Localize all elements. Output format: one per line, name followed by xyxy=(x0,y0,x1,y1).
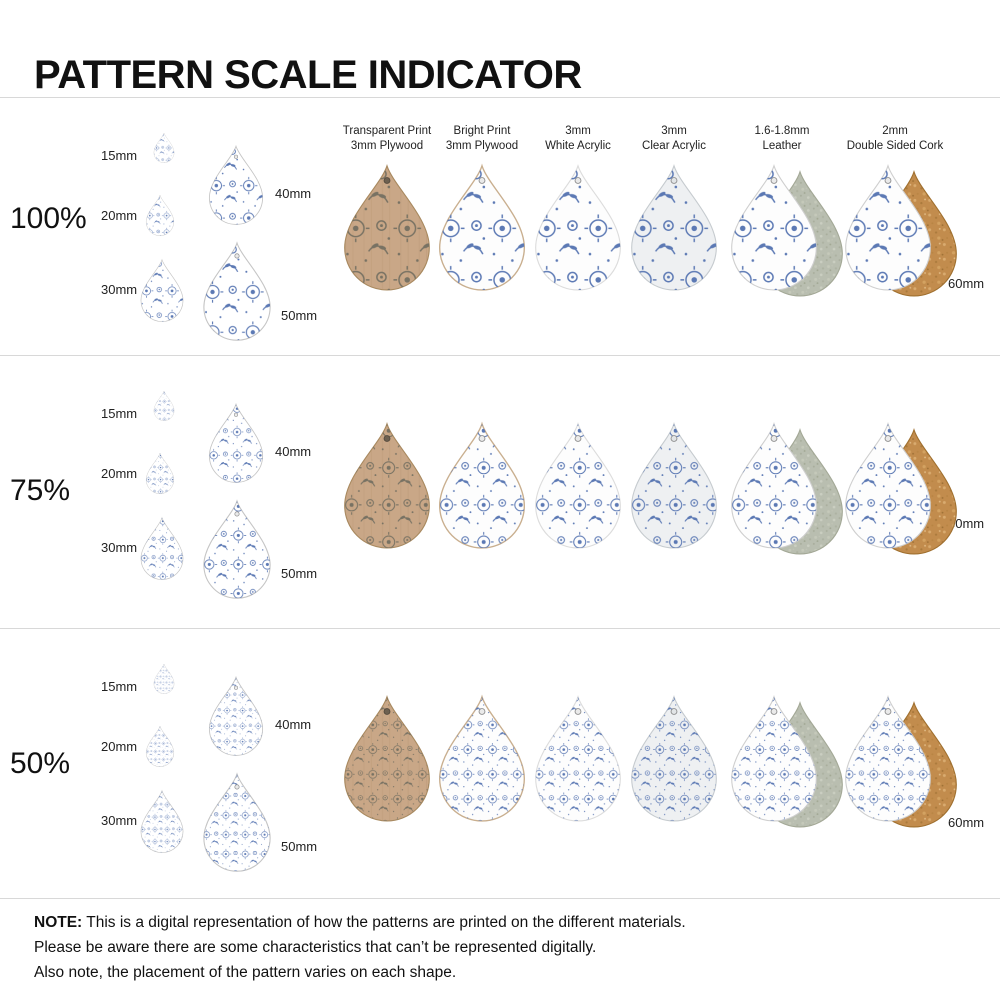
material-label-transparent-plywood: Transparent Print 3mm Plywood xyxy=(322,124,452,154)
teardrop-clear-acrylic xyxy=(631,165,717,291)
material-label-line2: 3mm Plywood xyxy=(350,140,424,152)
note-line-2: Please be aware there are some character… xyxy=(34,939,597,956)
size-label-50mm: 50mm xyxy=(281,308,318,323)
scale-label-75: 75% xyxy=(10,474,71,507)
size-label-30mm: 30mm xyxy=(101,282,138,297)
size-label-15mm: 15mm xyxy=(101,148,138,163)
teardrop-20mm xyxy=(145,452,175,494)
size-label-60mm: 60mm xyxy=(948,276,985,291)
size-reference-cluster: 15mm 20mm 30mm 40mm 50mm xyxy=(95,120,335,350)
material-label-line2: Leather xyxy=(762,140,802,152)
scale-label-100: 100% xyxy=(10,202,87,235)
material-label-line1: 3mm xyxy=(565,125,591,137)
material-label-bright-plywood: Bright Print 3mm Plywood xyxy=(417,124,547,154)
teardrop-50mm xyxy=(203,500,271,599)
size-label-15mm: 15mm xyxy=(101,406,138,421)
scale-row-50: 50% 15mm 20mm 30mm 40mm 50mm xyxy=(0,628,1000,898)
teardrop-30mm xyxy=(140,790,184,853)
material-label-line2: White Acrylic xyxy=(545,140,611,152)
teardrop-white-acrylic xyxy=(535,165,621,291)
material-label-white-acrylic: 3mm White Acrylic xyxy=(513,124,643,154)
teardrop-leather-front xyxy=(731,165,817,291)
teardrop-transparent-print-plywood xyxy=(344,696,430,822)
material-samples xyxy=(330,629,1000,898)
size-label-40mm: 40mm xyxy=(275,444,312,459)
note-text: NOTE: This is a digital representation o… xyxy=(34,911,1000,984)
size-label-40mm: 40mm xyxy=(275,717,312,732)
teardrop-40mm xyxy=(208,403,264,483)
size-reference-cluster: 15mm 20mm 30mm 40mm 50mm xyxy=(95,651,335,881)
teardrop-leather-front xyxy=(731,423,817,549)
size-label-30mm: 30mm xyxy=(101,813,138,828)
material-label-line2: Clear Acrylic xyxy=(642,140,706,152)
material-label-line2: 3mm Plywood xyxy=(445,140,519,152)
teardrop-cork-front xyxy=(845,696,931,822)
material-label-line1: 2mm xyxy=(882,125,908,137)
teardrop-cork-front xyxy=(845,423,931,549)
size-reference-cluster: 15mm 20mm 30mm 40mm 50mm xyxy=(95,378,335,608)
material-label-line1: Bright Print xyxy=(453,125,511,137)
material-label-leather: 1.6-1.8mm Leather xyxy=(717,124,847,154)
size-label-30mm: 30mm xyxy=(101,540,138,555)
teardrop-40mm xyxy=(208,145,264,225)
teardrop-clear-acrylic xyxy=(631,423,717,549)
scale-row-100: 100% 15mm 20mm 30mm 40mm 50mm xyxy=(0,97,1000,355)
teardrop-clear-acrylic xyxy=(631,696,717,822)
note-label: NOTE: xyxy=(34,914,83,931)
teardrop-leather-front xyxy=(731,696,817,822)
size-label-50mm: 50mm xyxy=(281,566,318,581)
teardrop-50mm xyxy=(203,242,271,341)
teardrop-20mm xyxy=(145,194,175,236)
teardrop-15mm xyxy=(153,132,175,163)
material-label-clear-acrylic: 3mm Clear Acrylic xyxy=(609,124,739,154)
material-samples: Transparent Print 3mm Plywood Bright Pri… xyxy=(330,98,1000,355)
size-label-20mm: 20mm xyxy=(101,739,138,754)
size-label-50mm: 50mm xyxy=(281,839,318,854)
teardrop-20mm xyxy=(145,725,175,767)
teardrop-white-acrylic xyxy=(535,423,621,549)
note-line-1: NOTE: This is a digital representation o… xyxy=(34,911,1000,934)
teardrop-50mm xyxy=(203,773,271,872)
teardrop-transparent-print-plywood xyxy=(344,165,430,291)
teardrop-white-acrylic xyxy=(535,696,621,822)
note-section: NOTE: This is a digital representation o… xyxy=(0,898,1000,986)
teardrop-bright-print-plywood xyxy=(438,423,526,549)
teardrop-cork-front xyxy=(845,165,931,291)
material-label-line1: 3mm xyxy=(661,125,687,137)
material-label-line1: Transparent Print xyxy=(342,125,432,137)
size-label-40mm: 40mm xyxy=(275,186,312,201)
scale-label-50: 50% xyxy=(10,747,71,780)
page-title: PATTERN SCALE INDICATOR xyxy=(34,52,582,97)
note-line1-text: This is a digital representation of how … xyxy=(86,914,686,931)
size-label-60mm: 60mm xyxy=(948,815,985,830)
material-samples xyxy=(330,356,1000,628)
teardrop-transparent-print-plywood xyxy=(344,423,430,549)
teardrop-bright-print-plywood xyxy=(438,165,526,291)
size-label-20mm: 20mm xyxy=(101,208,138,223)
teardrop-bright-print-plywood xyxy=(438,696,526,822)
teardrop-15mm xyxy=(153,663,175,694)
teardrop-30mm xyxy=(140,517,184,580)
teardrop-15mm xyxy=(153,390,175,421)
size-label-15mm: 15mm xyxy=(101,679,138,694)
note-line-3: Also note, the placement of the pattern … xyxy=(34,964,457,981)
size-label-60mm: 60mm xyxy=(948,516,985,531)
material-label-line2: Double Sided Cork xyxy=(846,140,944,152)
material-label-line1: 1.6-1.8mm xyxy=(754,125,810,137)
teardrop-40mm xyxy=(208,676,264,756)
scale-row-75: 75% 15mm 20mm 30mm 40mm 50mm xyxy=(0,355,1000,628)
teardrop-30mm xyxy=(140,259,184,322)
size-label-20mm: 20mm xyxy=(101,466,138,481)
material-label-cork: 2mm Double Sided Cork xyxy=(830,124,960,154)
